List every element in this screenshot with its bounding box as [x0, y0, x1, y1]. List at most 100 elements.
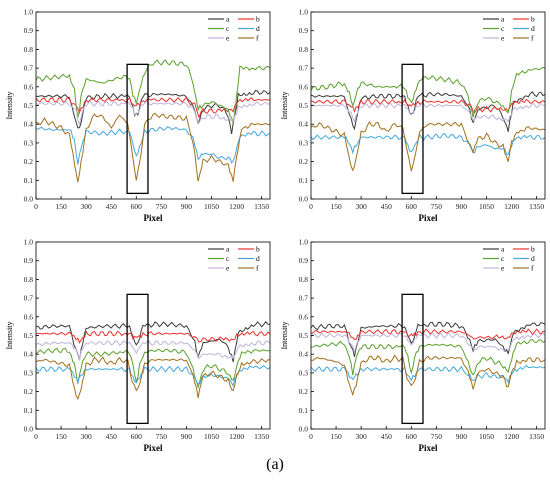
y-tick-label: 0.1	[24, 406, 34, 415]
y-axis-label: Intensity	[5, 322, 14, 350]
x-tick-label: 0	[309, 432, 313, 441]
series-line-c	[310, 339, 546, 376]
x-tick-label: 750	[431, 432, 443, 441]
series-line-d	[310, 132, 546, 155]
legend: a b c d e f	[206, 244, 268, 274]
legend-label-c: c	[226, 24, 230, 33]
legend-label-f: f	[256, 264, 259, 273]
series-line-c	[35, 347, 271, 390]
y-tick-label: 0.9	[24, 26, 34, 35]
legend-label-e: e	[501, 34, 505, 43]
y-tick-label: 0.6	[299, 82, 309, 91]
x-tick-label: 1200	[229, 432, 244, 441]
chart-svg: 0.0 0.1 0.2 0.3 0.4 0.5 0.6 0.7 0.8 0.9 1.0 0 150 300…	[5, 238, 271, 453]
x-tick-label: 450	[381, 202, 393, 211]
y-tick-label: 0.9	[299, 256, 309, 265]
y-tick-label: 0.7	[24, 64, 34, 73]
y-tick-label: 0.9	[299, 26, 309, 35]
x-tick-label: 600	[406, 202, 418, 211]
series-line-e	[310, 332, 546, 355]
y-tick-label: 0.0	[24, 195, 34, 204]
x-tick-label: 600	[131, 202, 143, 211]
x-tick-label: 900	[456, 202, 468, 211]
series-line-a	[35, 89, 271, 134]
x-tick-label: 300	[81, 202, 93, 211]
y-tick-label: 0.4	[299, 120, 309, 129]
x-tick-label: 300	[356, 202, 368, 211]
y-tick-label: 0.8	[24, 45, 34, 54]
y-tick-label: 0.7	[24, 294, 34, 303]
legend-label-b: b	[531, 15, 535, 24]
x-tick-label: 1050	[479, 432, 494, 441]
x-tick-label: 900	[181, 432, 193, 441]
y-tick-label: 0.2	[299, 387, 309, 396]
y-axis-label: Intensity	[280, 92, 289, 120]
legend-label-d: d	[531, 254, 535, 263]
x-tick-label: 750	[156, 202, 168, 211]
highlight-box	[401, 293, 424, 425]
x-tick-label: 1200	[504, 432, 519, 441]
y-tick-label: 0.5	[299, 331, 309, 340]
x-tick-label: 0	[34, 432, 38, 441]
x-axis-label: Pixel	[144, 443, 163, 453]
chart-panel-top-right: 0.0 0.1 0.2 0.3 0.4 0.5 0.6 0.7 0.8 0.9 1.0 0 150 300…	[275, 0, 550, 230]
legend-label-d: d	[531, 24, 535, 33]
y-tick-label: 1.0	[24, 8, 34, 17]
series-line-a	[310, 321, 546, 357]
x-tick-label: 1350	[254, 202, 269, 211]
series-line-b	[310, 98, 546, 115]
x-tick-label: 300	[356, 432, 368, 441]
chart-panel-bottom-right: 0.0 0.1 0.2 0.3 0.4 0.5 0.6 0.7 0.8 0.9 1.0 0 150 300…	[275, 230, 550, 460]
highlight-box	[401, 63, 424, 195]
x-tick-label: 450	[106, 202, 118, 211]
legend-label-c: c	[226, 254, 230, 263]
y-tick-label: 0.3	[299, 368, 309, 377]
legend-label-d: d	[256, 254, 260, 263]
chart-panel-top-left: 0.0 0.1 0.2 0.3 0.4 0.5 0.6 0.7 0.8 0.9 1.0 0 150 300…	[0, 0, 275, 230]
y-tick-label: 0.3	[24, 138, 34, 147]
legend-label-a: a	[501, 245, 505, 254]
legend-label-b: b	[531, 245, 535, 254]
x-tick-label: 600	[406, 432, 418, 441]
y-tick-label: 0.0	[299, 425, 309, 434]
x-tick-label: 1050	[204, 432, 219, 441]
series-line-c	[35, 59, 271, 124]
x-tick-label: 150	[330, 432, 342, 441]
legend-label-c: c	[501, 254, 505, 263]
x-tick-label: 750	[156, 432, 168, 441]
series-line-f	[35, 112, 271, 183]
y-tick-label: 0.1	[299, 406, 309, 415]
x-tick-label: 900	[181, 202, 193, 211]
series-line-f	[35, 356, 271, 401]
y-tick-label: 0.3	[24, 368, 34, 377]
legend-label-f: f	[531, 34, 534, 43]
x-tick-label: 1350	[529, 432, 544, 441]
y-tick-label: 1.0	[299, 238, 309, 247]
series-line-d	[35, 364, 271, 388]
series-line-f	[310, 121, 546, 172]
x-axis-label: Pixel	[144, 213, 163, 223]
legend-label-b: b	[256, 15, 260, 24]
series-line-a	[310, 91, 546, 132]
y-tick-label: 0.6	[299, 312, 309, 321]
y-tick-label: 0.8	[24, 275, 34, 284]
legend: a b c d e f	[481, 14, 543, 44]
x-tick-label: 0	[34, 202, 38, 211]
x-tick-label: 900	[456, 432, 468, 441]
y-tick-label: 0.2	[299, 157, 309, 166]
y-tick-label: 0.4	[299, 350, 309, 359]
chart-svg: 0.0 0.1 0.2 0.3 0.4 0.5 0.6 0.7 0.8 0.9 1.0 0 150 300…	[280, 8, 546, 223]
highlight-box	[126, 63, 149, 195]
y-tick-label: 0.5	[24, 331, 34, 340]
x-tick-label: 1350	[254, 432, 269, 441]
x-tick-label: 600	[131, 432, 143, 441]
series-line-f	[310, 354, 546, 397]
series-line-b	[35, 330, 271, 344]
legend-label-e: e	[226, 34, 230, 43]
legend-label-f: f	[256, 34, 259, 43]
x-tick-label: 1050	[204, 202, 219, 211]
y-tick-label: 0.6	[24, 312, 34, 321]
y-tick-label: 0.3	[299, 138, 309, 147]
y-tick-label: 0.0	[299, 195, 309, 204]
series-line-d	[310, 364, 546, 385]
